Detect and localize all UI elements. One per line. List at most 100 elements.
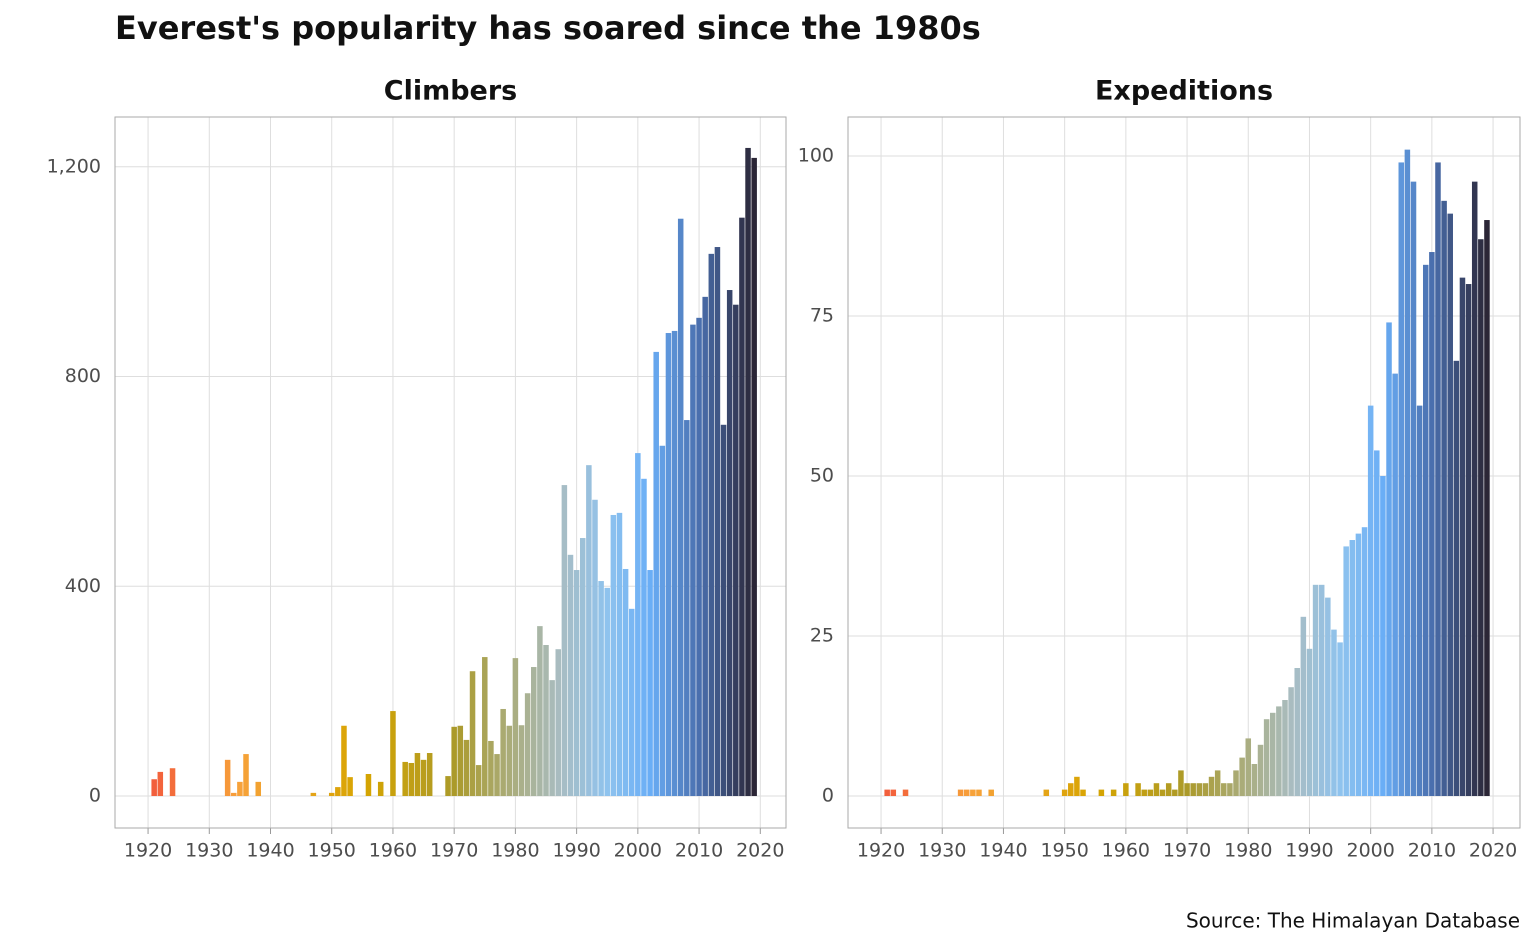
bar [1190,783,1196,797]
bar [1196,783,1203,797]
bar [586,465,592,797]
bar [671,330,678,797]
bar [555,649,562,797]
bar [310,792,317,797]
bar [255,781,262,797]
bar [1404,149,1411,797]
x-tick-label: 1920 [124,840,172,862]
bar [1214,770,1221,797]
bar [1257,744,1264,797]
bar [976,789,982,797]
bar [573,570,580,797]
chart-title: Everest's popularity has soared since th… [115,9,981,47]
bar [1227,783,1233,797]
bar [1392,373,1398,797]
bar [328,792,335,797]
bar [1074,776,1080,797]
bar [1061,789,1068,797]
bar [1159,789,1166,797]
bar [1147,789,1154,797]
y-tick-label: 800 [65,365,101,387]
bar [708,253,715,797]
bar [622,568,629,797]
bar [237,781,243,797]
bar [1441,200,1447,797]
x-tick-label: 1940 [246,840,294,862]
bar [579,538,586,797]
bar [616,512,623,797]
bar [1251,764,1258,797]
bar [549,680,555,797]
bar [524,693,531,797]
bar [500,708,506,797]
bar [531,667,537,797]
bar [884,789,890,797]
bar [1453,360,1460,797]
bar [745,147,751,797]
bar [420,759,427,797]
bar [957,789,964,797]
bar [414,753,421,797]
y-tick-label: 75 [810,305,834,327]
bar [690,324,696,797]
bar [341,725,347,797]
bar [963,789,970,797]
bar [1080,789,1086,797]
bar [1478,239,1484,797]
bar [1172,789,1178,797]
bar [1043,789,1050,797]
bar [457,725,464,797]
bar [1398,162,1405,797]
bar [696,317,702,797]
bar [1386,322,1392,797]
x-tick-label: 1980 [491,840,539,862]
bar [592,499,598,797]
x-tick-label: 1950 [1040,840,1088,862]
bar [1178,770,1184,797]
x-tick-label: 1930 [185,840,233,862]
bar [902,789,909,797]
y-tick-label: 0 [822,785,834,807]
bar [408,762,415,797]
bar [1221,783,1227,797]
bar [733,304,739,797]
bar [365,773,372,797]
bar [463,739,470,797]
bar [475,765,482,797]
panel-border [847,116,1521,829]
bar [335,787,341,797]
bar [1300,616,1307,797]
bar [659,445,666,797]
x-tick-label: 1970 [430,840,478,862]
bar [506,725,513,797]
bar [684,420,690,797]
x-tick-label: 1940 [979,840,1027,862]
bar [390,711,396,797]
bar [635,453,641,797]
x-tick-label: 1950 [308,840,356,862]
bar [426,753,433,797]
bar [347,777,353,797]
bar [151,779,157,797]
bar [890,789,897,797]
x-tick-label: 2010 [675,840,723,862]
x-tick-label: 1960 [369,840,417,862]
bar [451,726,457,797]
y-tick-label: 50 [810,465,834,487]
bar [1484,220,1490,797]
y-tick-label: 100 [798,145,834,167]
bar [702,296,708,797]
bar [537,626,543,797]
bar [665,333,672,797]
bar [445,776,451,797]
bar [1435,162,1441,797]
bar [1367,405,1374,797]
bar [231,792,237,797]
x-tick-label: 2020 [1469,840,1517,862]
bar [561,485,568,797]
bar [604,587,610,797]
bar [1355,533,1362,797]
bar [1165,783,1172,797]
x-tick-label: 2000 [614,840,662,862]
